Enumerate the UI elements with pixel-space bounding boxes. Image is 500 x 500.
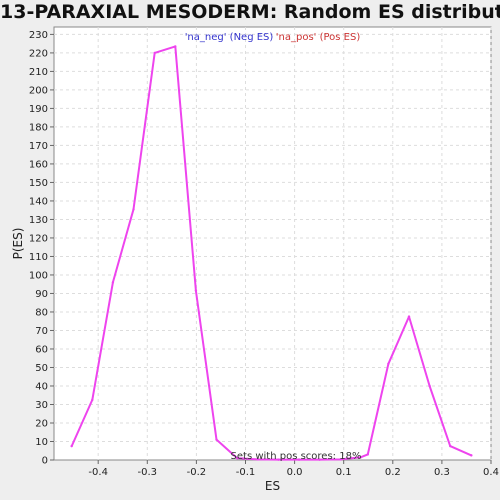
y-tick-label: 90: [35, 289, 48, 300]
y-tick-label: 110: [29, 252, 48, 263]
data-point: [339, 458, 342, 461]
x-tick-label: 0.1: [336, 467, 352, 478]
data-point: [428, 384, 431, 388]
x-tick-label: 0.0: [287, 467, 303, 478]
y-tick-label: 210: [29, 67, 48, 78]
y-tick-label: 30: [35, 400, 48, 411]
y-tick-label: 190: [29, 104, 48, 115]
y-tick-label: 140: [29, 196, 48, 207]
y-tick-label: 220: [29, 48, 48, 59]
plot-area: [53, 26, 492, 461]
y-tick-label: 20: [35, 418, 48, 429]
x-tick-label: 0.3: [434, 467, 450, 478]
data-point: [297, 458, 301, 461]
x-tick-label: 0.4: [483, 467, 499, 478]
data-point: [277, 458, 280, 461]
data-point: [70, 444, 73, 448]
legend: 'na_neg' (Neg ES)'na_pos' (Pos ES): [185, 32, 361, 43]
data-point: [407, 315, 411, 318]
y-tick-label: 100: [29, 270, 48, 281]
data-point: [174, 45, 177, 48]
legend-item: 'na_neg' (Neg ES): [185, 32, 274, 43]
x-tick-label: -0.3: [138, 467, 158, 478]
data-point: [318, 458, 321, 461]
x-tick-label: 0.2: [385, 467, 401, 478]
y-tick-label: 160: [29, 159, 48, 170]
x-axis-label: ES: [265, 479, 280, 493]
y-tick-label: 70: [35, 326, 48, 337]
data-point: [470, 454, 473, 457]
y-tick-label: 200: [29, 85, 48, 96]
y-axis-label: P(ES): [11, 228, 25, 260]
x-tick-label: -0.2: [187, 467, 207, 478]
y-tick-label: 120: [29, 233, 48, 244]
data-point: [256, 458, 259, 461]
grid: [54, 27, 492, 460]
y-tick-label: 60: [35, 344, 48, 355]
chart-title: 13-PARAXIAL MESODERM: Random ES distribu…: [0, 1, 500, 23]
y-tick-label: 130: [29, 215, 48, 226]
data-point: [449, 444, 452, 448]
data-point: [359, 456, 363, 459]
y-tick-label: 150: [29, 178, 48, 189]
y-tick-label: 50: [35, 363, 48, 374]
y-tick-label: 40: [35, 381, 48, 392]
data-point: [387, 362, 390, 365]
data-point: [194, 289, 198, 292]
x-tick-label: -0.1: [236, 467, 256, 478]
series-layer: [70, 45, 473, 461]
data-point: [235, 456, 239, 460]
data-point: [153, 51, 156, 55]
y-tick-label: 80: [35, 307, 48, 318]
data-point: [91, 398, 94, 402]
axes: 0 10 20 30 40 50 60 70 80 90 100 110 120 130 140 150 160…: [29, 30, 499, 478]
data-point: [132, 208, 135, 211]
annotation-text: Sets with pos scores: 18%: [231, 451, 362, 462]
y-tick-label: 170: [29, 141, 48, 152]
data-point: [111, 281, 115, 284]
y-tick-label: 180: [29, 122, 48, 133]
y-tick-label: 10: [35, 437, 48, 448]
data-point: [215, 438, 218, 441]
y-tick-label: 230: [29, 30, 48, 41]
data-point: [366, 453, 369, 456]
x-tick-label: -0.4: [88, 467, 108, 478]
legend-item: 'na_pos' (Pos ES): [276, 32, 361, 43]
y-tick-label: 0: [42, 456, 48, 467]
